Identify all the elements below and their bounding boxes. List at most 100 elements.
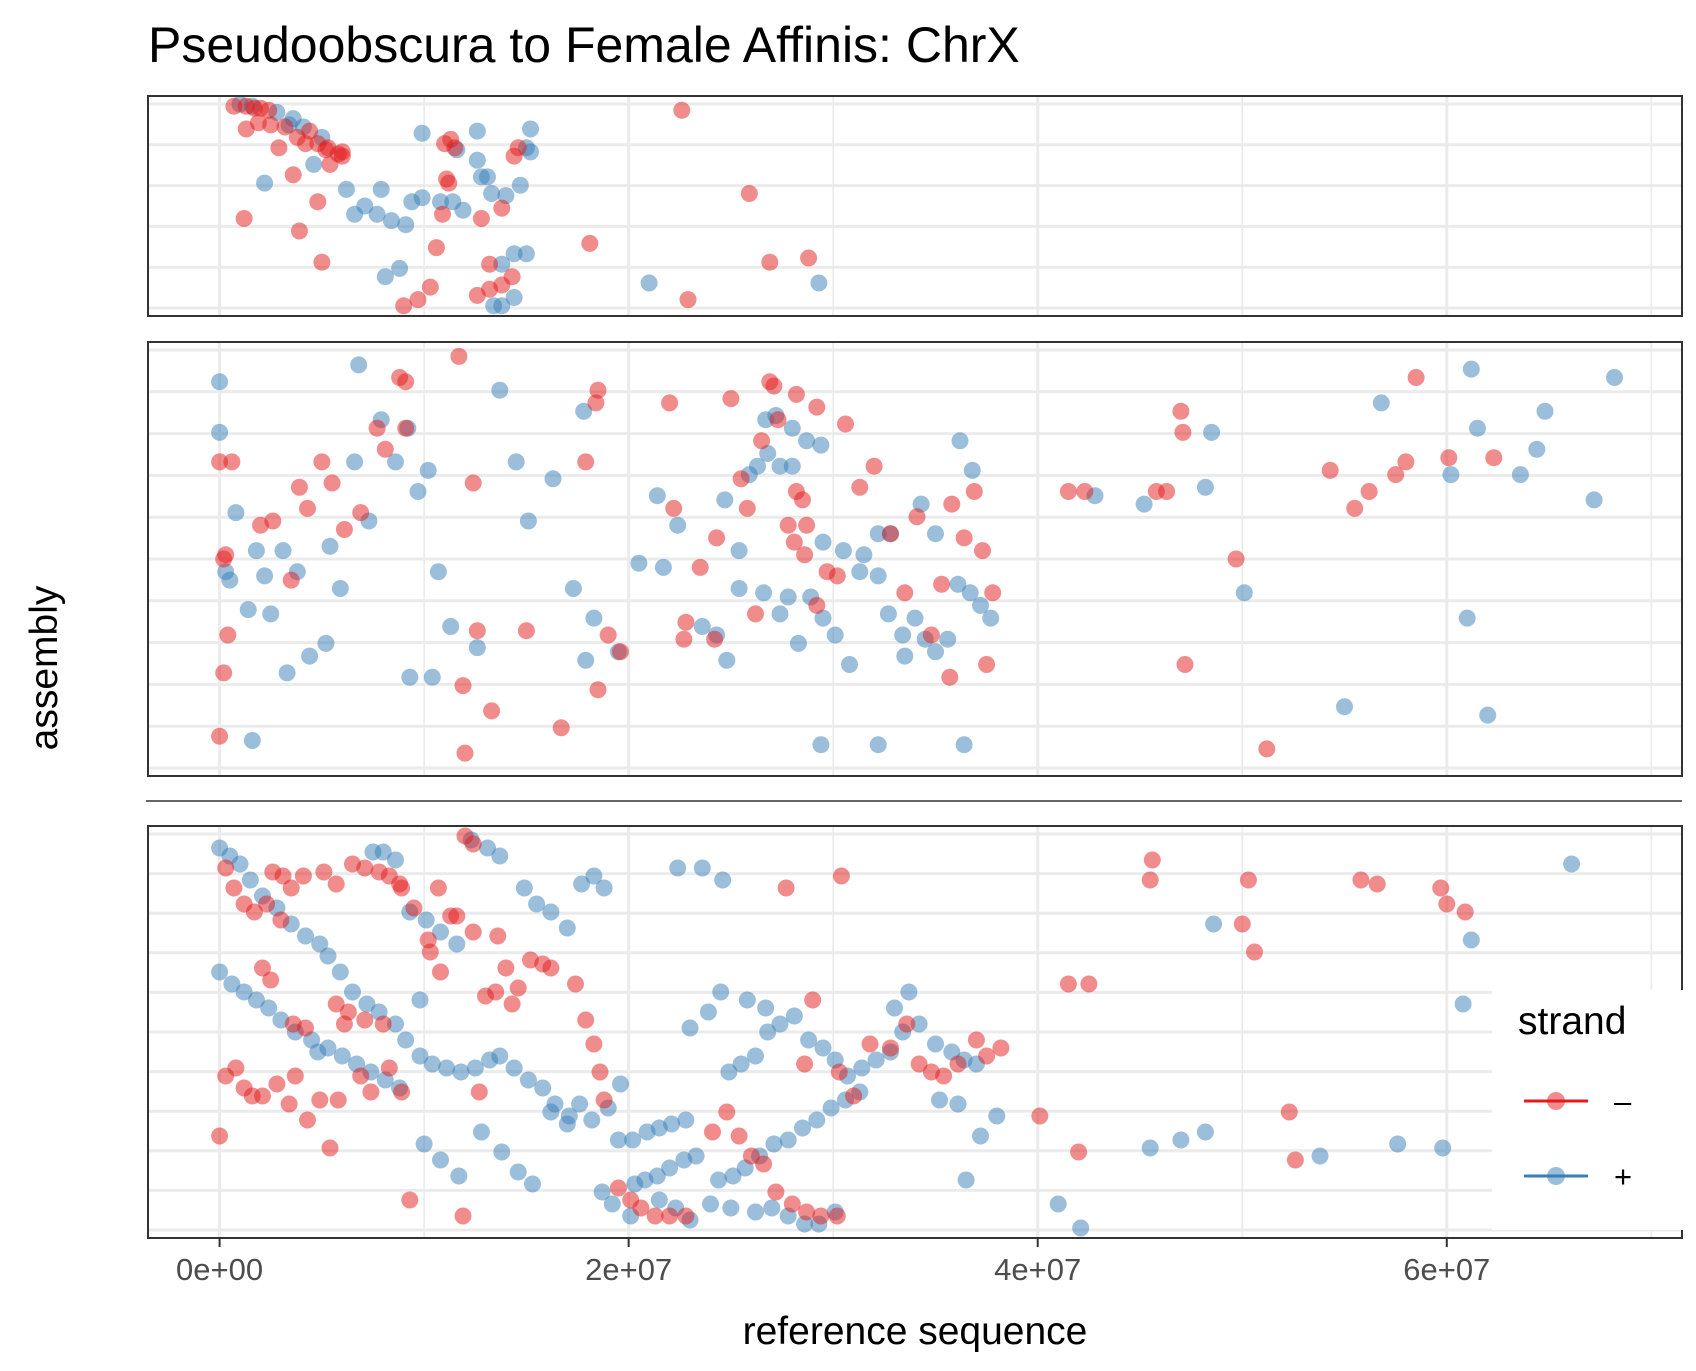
point-minus (335, 521, 353, 538)
point-minus (470, 1083, 488, 1101)
point-plus (491, 847, 509, 865)
point-plus (376, 268, 394, 286)
point-plus (630, 554, 648, 572)
point-plus (571, 1095, 589, 1113)
point-plus (800, 1031, 818, 1049)
point-plus (311, 935, 329, 953)
point-plus (391, 259, 409, 277)
point-plus (841, 656, 858, 673)
point-plus (454, 201, 472, 219)
point-plus (603, 1195, 621, 1213)
point-minus (832, 867, 850, 885)
point-minus (311, 1091, 329, 1109)
point-minus (260, 101, 278, 119)
point-minus (595, 1091, 613, 1109)
point-plus (869, 525, 887, 543)
point-minus (589, 381, 607, 399)
point-plus (747, 1203, 764, 1221)
point-plus (771, 605, 789, 623)
chart-title: Pseudoobscura to Female Affinis: ChrX (148, 17, 1020, 73)
point-plus (1462, 931, 1480, 949)
point-plus (654, 558, 672, 576)
point-minus (765, 377, 783, 395)
point-plus (423, 668, 441, 686)
point-minus (1407, 369, 1425, 386)
point-plus (585, 609, 603, 627)
point-plus (1135, 495, 1153, 513)
x-axis-title: reference sequence (743, 1310, 1088, 1353)
point-plus (906, 609, 924, 627)
point-plus (812, 436, 830, 454)
point-plus (810, 274, 828, 292)
legend-key-plus (1524, 1167, 1588, 1185)
point-plus (583, 1111, 601, 1129)
point-minus (274, 867, 292, 885)
point-plus (1563, 855, 1581, 873)
point-minus (254, 1087, 271, 1105)
point-plus (1528, 440, 1546, 458)
point-plus (350, 356, 368, 374)
point-plus (783, 457, 801, 475)
point-minus (393, 1083, 411, 1101)
point-plus (274, 542, 292, 560)
point-plus (724, 1167, 742, 1185)
point-plus (669, 859, 687, 877)
point-minus (397, 373, 415, 391)
point-plus (595, 879, 613, 897)
point-minus (217, 546, 235, 564)
point-plus (814, 609, 832, 627)
point-minus (434, 205, 451, 223)
point-minus (828, 1207, 846, 1225)
point-plus (927, 643, 944, 661)
point-plus (382, 212, 400, 230)
point-plus (356, 197, 374, 215)
point-minus (393, 879, 411, 897)
point-plus (648, 487, 666, 505)
point-minus (319, 139, 337, 157)
point-minus (577, 453, 595, 471)
point-plus (417, 911, 435, 929)
point-minus (405, 899, 423, 917)
point-plus (387, 453, 404, 471)
point-minus (436, 135, 454, 153)
point-minus (646, 1207, 664, 1225)
point-minus (211, 727, 229, 745)
point-plus (1469, 419, 1486, 437)
point-plus (931, 1091, 948, 1109)
legend-title: strand (1518, 1000, 1626, 1043)
point-minus (882, 1039, 899, 1057)
point-minus (742, 1147, 760, 1165)
point-plus (542, 1103, 560, 1121)
point-plus (358, 995, 376, 1013)
point-plus (509, 1163, 527, 1181)
point-minus (581, 234, 599, 252)
point-plus (493, 297, 511, 315)
point-minus (323, 474, 341, 492)
point-minus (665, 499, 683, 517)
point-plus (1205, 915, 1223, 933)
point-plus (211, 963, 229, 981)
point-minus (493, 199, 511, 217)
point-minus (785, 533, 803, 551)
point-minus (487, 983, 505, 1001)
point-plus (612, 1075, 629, 1093)
point-plus (442, 618, 460, 635)
point-plus (231, 855, 249, 873)
point-minus (290, 478, 308, 496)
point-minus (718, 1103, 736, 1121)
point-plus (826, 626, 844, 644)
point-minus (910, 1055, 928, 1073)
point-plus (886, 999, 903, 1017)
point-plus (593, 1183, 611, 1201)
point-plus (757, 999, 775, 1017)
point-plus (851, 563, 869, 581)
point-plus (738, 991, 756, 1009)
point-minus (215, 664, 233, 682)
point-plus (779, 588, 797, 606)
point-plus (331, 963, 349, 981)
x-tick-label: 4e+07 (994, 1252, 1081, 1287)
point-plus (511, 176, 529, 194)
point-minus (468, 622, 486, 640)
point-plus (927, 525, 944, 543)
point-plus (982, 609, 1000, 627)
